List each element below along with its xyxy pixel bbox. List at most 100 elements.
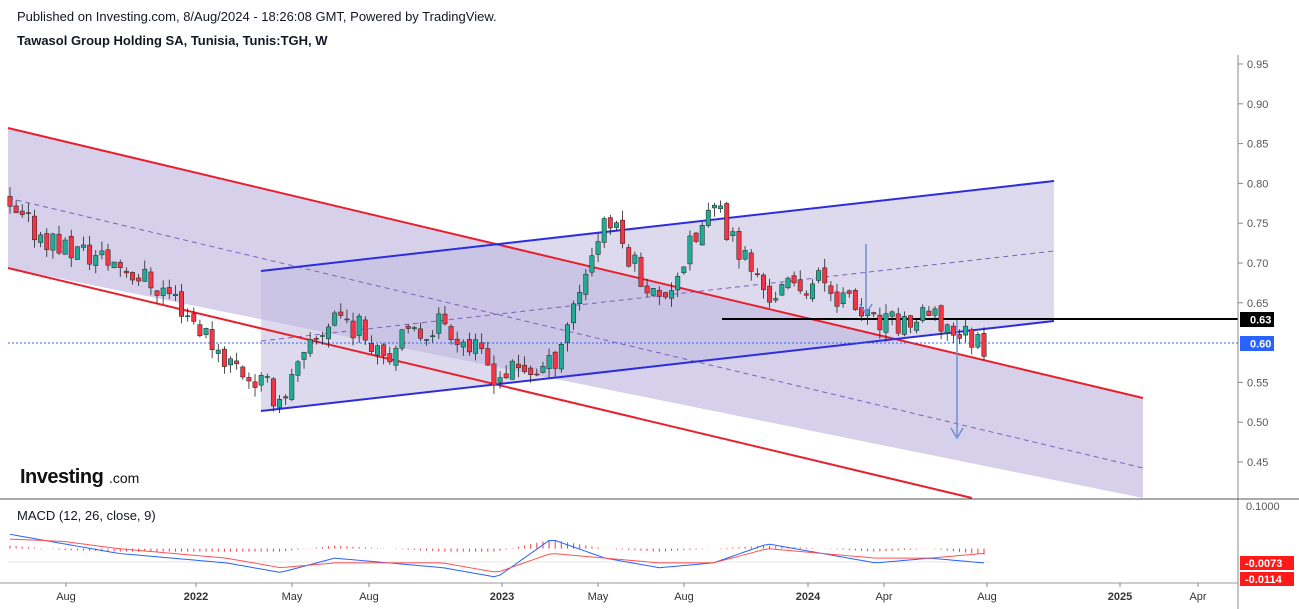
candle bbox=[944, 323, 950, 342]
candle-body bbox=[883, 313, 889, 333]
candle-body bbox=[93, 255, 99, 266]
candle-body bbox=[264, 376, 270, 378]
candle bbox=[56, 225, 62, 255]
candle-body bbox=[466, 339, 472, 353]
candle-body bbox=[7, 195, 13, 207]
time-tick-label: May bbox=[588, 591, 609, 603]
candle bbox=[840, 287, 846, 308]
candle bbox=[895, 307, 901, 337]
candle bbox=[908, 314, 913, 334]
candle bbox=[950, 322, 956, 344]
candle-body bbox=[944, 324, 950, 334]
candle bbox=[405, 323, 411, 334]
candle-body bbox=[779, 284, 785, 296]
candle bbox=[889, 310, 895, 326]
candle-body bbox=[816, 270, 822, 281]
time-tick-label: Aug bbox=[674, 591, 694, 603]
candle-body bbox=[393, 347, 399, 366]
candle bbox=[718, 200, 724, 213]
candle-body bbox=[448, 326, 454, 340]
candle-body bbox=[601, 218, 607, 243]
price-tick-label: 0.80 bbox=[1247, 178, 1268, 190]
candle-body bbox=[454, 338, 460, 345]
candle-body bbox=[301, 352, 307, 360]
price-axis-ticks: 0.95 0.90 0.85 0.80 0.75 0.70 0.65 0.55 0.50 0.45 bbox=[1238, 59, 1268, 469]
candle bbox=[914, 319, 920, 334]
candle-body bbox=[154, 290, 160, 296]
candle bbox=[442, 305, 448, 326]
candle bbox=[307, 331, 313, 358]
candle-body bbox=[368, 343, 374, 352]
candle-body bbox=[564, 324, 570, 343]
candle-body bbox=[981, 333, 987, 357]
candle-body bbox=[963, 325, 969, 336]
candle bbox=[68, 229, 74, 267]
time-tick-label: 2025 bbox=[1108, 591, 1132, 603]
ascending-upper-line bbox=[260, 180, 1055, 272]
candle bbox=[828, 280, 834, 302]
candle-body bbox=[497, 377, 503, 383]
candle bbox=[675, 272, 681, 297]
candle-body bbox=[362, 319, 368, 341]
candle-body bbox=[828, 285, 834, 294]
candle-body bbox=[675, 275, 681, 291]
candle bbox=[301, 351, 307, 369]
candle-body bbox=[203, 328, 209, 335]
candle-body bbox=[111, 261, 117, 269]
candle bbox=[350, 312, 356, 346]
candle-body bbox=[123, 270, 129, 274]
svg-text:.com: .com bbox=[109, 470, 139, 486]
candle bbox=[491, 355, 497, 394]
candle bbox=[13, 200, 19, 214]
candle bbox=[736, 227, 742, 269]
candle-body bbox=[436, 313, 442, 334]
candle bbox=[681, 266, 687, 275]
candle-body bbox=[442, 313, 448, 325]
candle-body bbox=[197, 324, 203, 337]
candle-body bbox=[742, 250, 748, 260]
candle bbox=[93, 250, 99, 274]
candle-body bbox=[938, 305, 944, 332]
candle bbox=[221, 346, 227, 374]
candle-body bbox=[240, 366, 246, 378]
published-note: Published on Investing.com, 8/Aug/2024 -… bbox=[17, 9, 497, 24]
candle-body bbox=[56, 233, 62, 254]
candle-body bbox=[160, 287, 166, 296]
candle bbox=[595, 232, 601, 263]
candle bbox=[534, 368, 540, 377]
macd-histogram bbox=[9, 540, 985, 555]
candle bbox=[448, 324, 454, 345]
candle-body bbox=[650, 288, 656, 296]
candle bbox=[509, 359, 515, 380]
candle-body bbox=[424, 339, 430, 341]
price-tick-label: 0.90 bbox=[1247, 99, 1268, 111]
candle-body bbox=[136, 277, 142, 282]
candle bbox=[375, 344, 380, 365]
svg-text:0.63: 0.63 bbox=[1250, 315, 1271, 327]
candle bbox=[313, 336, 319, 345]
candle bbox=[240, 365, 246, 380]
descending-upper-line bbox=[7, 127, 1144, 399]
candle bbox=[289, 368, 295, 402]
macd-axis-tick: 0.1000 bbox=[1246, 501, 1280, 513]
candle-body bbox=[19, 210, 25, 215]
candle bbox=[81, 236, 86, 251]
candle-body bbox=[117, 262, 123, 268]
candle-body bbox=[375, 345, 380, 356]
candle-body bbox=[626, 247, 632, 267]
time-tick-label: 2023 bbox=[490, 591, 514, 603]
investing-logo: Investing .com bbox=[20, 466, 139, 488]
time-tick-label: Aug bbox=[977, 591, 997, 603]
candle bbox=[742, 246, 748, 261]
candle bbox=[277, 395, 282, 414]
candle bbox=[166, 279, 172, 300]
candle bbox=[834, 283, 840, 313]
time-tick-label: 2022 bbox=[184, 591, 208, 603]
candle-body bbox=[381, 344, 387, 356]
candle bbox=[185, 308, 191, 322]
candle-body bbox=[13, 205, 19, 213]
price-tick-label: 0.45 bbox=[1247, 457, 1268, 469]
candle-body bbox=[908, 315, 913, 328]
candle-body bbox=[681, 266, 687, 273]
